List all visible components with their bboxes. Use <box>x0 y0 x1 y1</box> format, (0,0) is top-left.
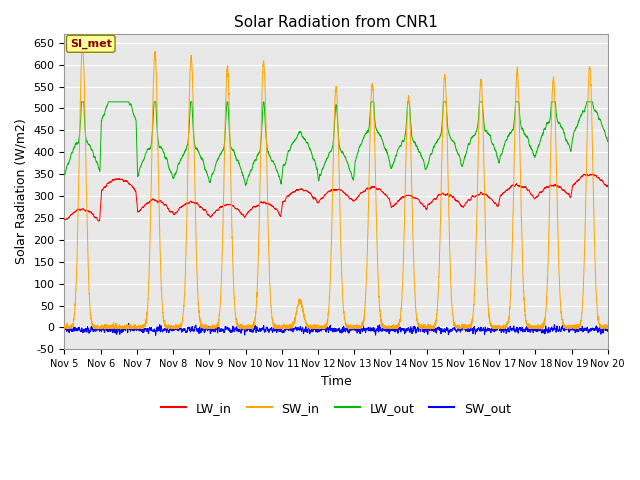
LW_in <box>95 218 102 224</box>
SW_out <box>604 327 611 333</box>
SW_in <box>489 324 497 329</box>
LW_in <box>158 200 166 205</box>
LW_in <box>604 183 611 189</box>
LW_in <box>61 216 68 222</box>
SW_in <box>604 323 611 329</box>
LW_out <box>458 164 466 169</box>
X-axis label: Time: Time <box>321 374 351 387</box>
LW_out <box>604 139 612 144</box>
LW_out <box>428 151 436 157</box>
SW_out <box>61 327 68 333</box>
LW_in <box>458 204 466 210</box>
SW_out <box>152 333 159 338</box>
LW_in <box>428 199 436 205</box>
SW_in <box>62 325 70 331</box>
LW_out <box>489 142 497 147</box>
Text: SI_met: SI_met <box>70 39 112 49</box>
LW_out <box>158 146 166 152</box>
SW_in <box>79 42 86 48</box>
Y-axis label: Solar Radiation (W/m2): Solar Radiation (W/m2) <box>15 119 28 264</box>
Legend: LW_in, SW_in, LW_out, SW_out: LW_in, SW_in, LW_out, SW_out <box>156 396 516 420</box>
SW_in <box>428 324 436 329</box>
Title: Solar Radiation from CNR1: Solar Radiation from CNR1 <box>234 15 438 30</box>
SW_out <box>159 328 166 334</box>
LW_out <box>316 172 324 178</box>
LW_in <box>604 184 612 190</box>
LW_in <box>489 197 497 203</box>
Line: SW_in: SW_in <box>65 45 608 328</box>
Line: LW_in: LW_in <box>65 174 608 221</box>
SW_in <box>61 325 68 331</box>
SW_in <box>604 322 612 327</box>
SW_out <box>458 327 466 333</box>
LW_out <box>604 138 611 144</box>
SW_out <box>316 327 324 333</box>
LW_in <box>589 171 596 177</box>
SW_in <box>316 324 324 329</box>
SW_out <box>604 329 612 335</box>
Line: LW_out: LW_out <box>65 102 608 185</box>
SW_in <box>159 304 166 310</box>
LW_in <box>316 197 324 203</box>
Line: SW_out: SW_out <box>65 324 608 336</box>
LW_out <box>77 99 85 105</box>
SW_out <box>125 321 132 326</box>
LW_out <box>61 171 68 177</box>
SW_out <box>428 328 436 334</box>
SW_out <box>489 325 497 331</box>
SW_in <box>458 321 466 327</box>
LW_out <box>242 182 250 188</box>
